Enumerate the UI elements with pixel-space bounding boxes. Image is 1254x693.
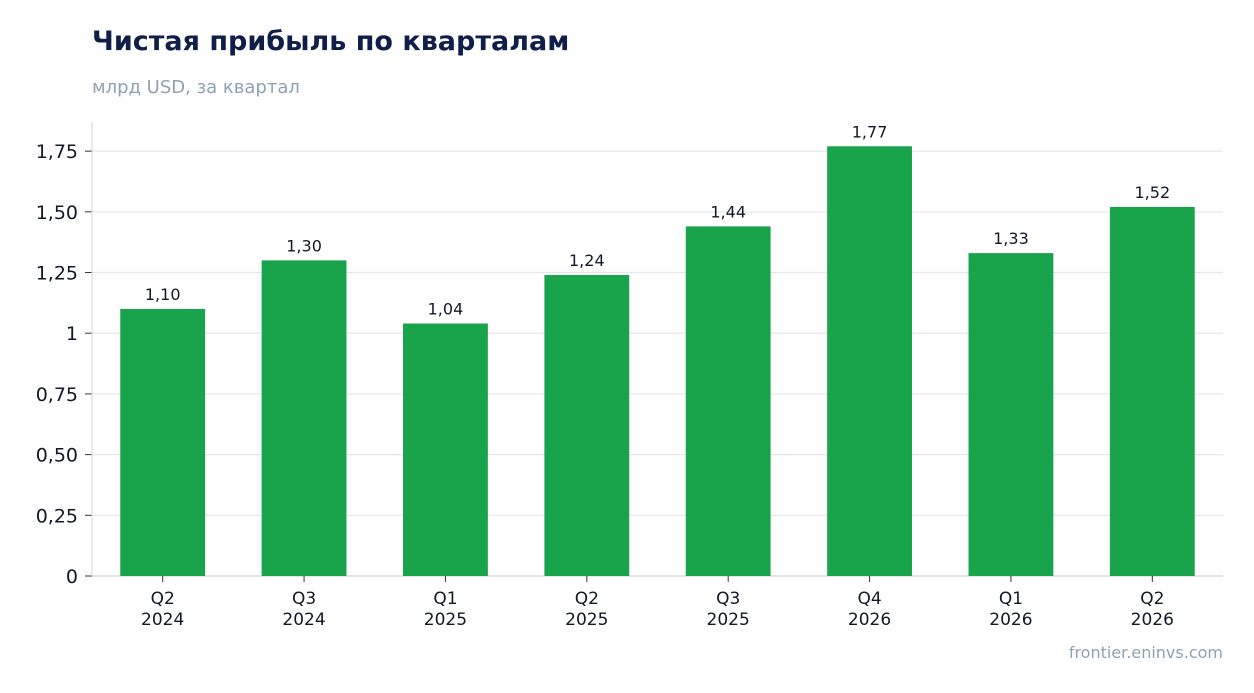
x-tick-label-year: 2024 bbox=[282, 610, 325, 630]
y-tick-label: 1,50 bbox=[36, 202, 78, 224]
bar-value-label: 1,24 bbox=[569, 251, 605, 270]
bar bbox=[685, 226, 771, 576]
x-tick-label-year: 2025 bbox=[424, 610, 467, 630]
x-tick-label-year: 2026 bbox=[989, 610, 1032, 630]
y-tick-label: 1,25 bbox=[36, 263, 78, 285]
y-tick-label: 0,50 bbox=[36, 445, 78, 467]
x-tick-label-quarter: Q1 bbox=[433, 589, 457, 609]
x-tick-label-quarter: Q2 bbox=[575, 589, 599, 609]
x-tick-label-year: 2025 bbox=[565, 610, 608, 630]
x-tick-label-quarter: Q1 bbox=[999, 589, 1023, 609]
y-tick-label: 0,25 bbox=[36, 505, 78, 527]
x-tick-label-year: 2026 bbox=[1131, 610, 1174, 630]
source-credit: frontier.eninvs.com bbox=[1068, 643, 1223, 662]
bar bbox=[544, 274, 630, 576]
y-tick-label: 0,75 bbox=[36, 384, 78, 406]
x-tick-label-quarter: Q2 bbox=[1140, 589, 1164, 609]
y-tick-label: 0 bbox=[66, 566, 78, 588]
y-tick-label: 1,75 bbox=[36, 141, 78, 163]
y-tick-label: 1 bbox=[66, 323, 78, 345]
bar bbox=[968, 253, 1054, 576]
x-tick-label-quarter: Q4 bbox=[857, 589, 881, 609]
x-tick-label-year: 2026 bbox=[848, 610, 891, 630]
bar-value-label: 1,30 bbox=[286, 236, 322, 255]
x-tick-label-quarter: Q3 bbox=[292, 589, 316, 609]
x-tick-label-year: 2024 bbox=[141, 610, 184, 630]
bar-value-label: 1,10 bbox=[145, 285, 181, 304]
bar bbox=[261, 260, 347, 576]
x-tick-label-year: 2025 bbox=[707, 610, 750, 630]
bar-value-label: 1,52 bbox=[1135, 183, 1171, 202]
bar-value-label: 1,44 bbox=[710, 202, 746, 221]
bar bbox=[827, 146, 912, 576]
bars bbox=[120, 146, 1195, 576]
chart-subtitle: млрд USD, за квартал bbox=[92, 77, 300, 98]
x-tick-label-quarter: Q2 bbox=[151, 589, 175, 609]
axes: 00,250,500,7511,251,501,75Q22024Q32024Q1… bbox=[36, 122, 1223, 630]
bar-value-label: 1,77 bbox=[852, 122, 888, 141]
chart-title: Чистая прибыль по кварталам bbox=[92, 26, 570, 57]
x-tick-label-quarter: Q3 bbox=[716, 589, 740, 609]
bar bbox=[1109, 206, 1195, 576]
bar-value-label: 1,04 bbox=[428, 300, 464, 319]
data-labels: 1,10 1,30 1,04 1,24 1,44 1,77 1,33 1,52 bbox=[145, 122, 1170, 318]
bar-value-label: 1,33 bbox=[993, 229, 1029, 248]
bar bbox=[120, 308, 206, 576]
bar bbox=[403, 323, 488, 576]
